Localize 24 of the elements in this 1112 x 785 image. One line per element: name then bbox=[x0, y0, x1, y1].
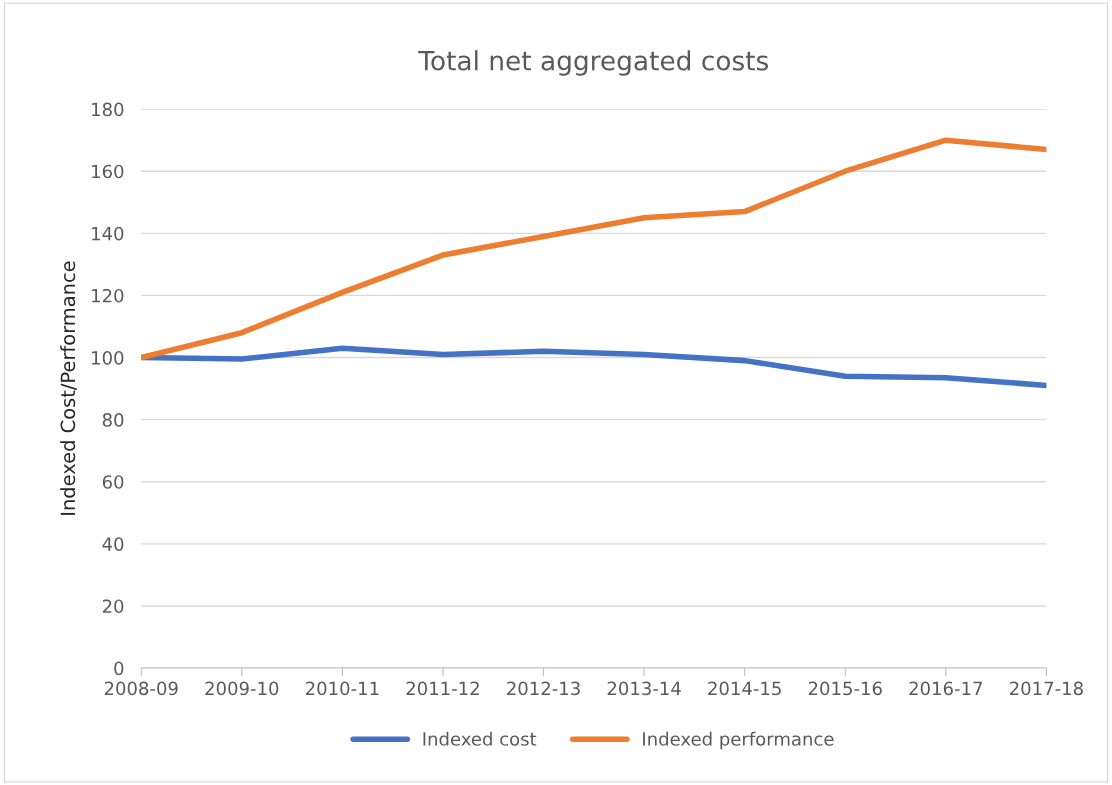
x-tick-label: 2008-09 bbox=[104, 681, 178, 696]
x-tick-label: 2010-11 bbox=[305, 681, 379, 696]
x-tick-label: 2009-10 bbox=[205, 681, 279, 696]
y-tick-label: 0 bbox=[114, 661, 124, 676]
y-tick-label: 60 bbox=[102, 475, 124, 489]
x-tick-label: 2015-16 bbox=[808, 681, 882, 696]
x-tick-label: 2017-18 bbox=[1009, 681, 1083, 696]
y-tick-label: 120 bbox=[92, 288, 124, 303]
y-tick-label: 40 bbox=[102, 537, 124, 551]
chart-title: Total net aggregated costs bbox=[418, 50, 769, 76]
y-tick-label: 180 bbox=[92, 102, 124, 117]
y-tick-label: 160 bbox=[92, 164, 124, 179]
y-axis-title: Indexed Cost/Performance bbox=[60, 261, 77, 515]
legend-label: Indexed performance bbox=[643, 731, 834, 750]
y-tick-label: 140 bbox=[92, 226, 124, 241]
x-tick-label: 2013-14 bbox=[607, 681, 681, 696]
legend-label: Indexed cost bbox=[423, 731, 537, 746]
x-tick-label: 2012-13 bbox=[507, 681, 580, 696]
x-tick-label: 2014-15 bbox=[708, 681, 781, 696]
y-tick-label: 20 bbox=[102, 599, 124, 614]
y-tick-label: 100 bbox=[92, 350, 124, 365]
y-tick-label: 80 bbox=[102, 413, 124, 427]
x-tick-label: 2016-17 bbox=[909, 681, 982, 696]
x-tick-label: 2011-12 bbox=[406, 681, 479, 696]
